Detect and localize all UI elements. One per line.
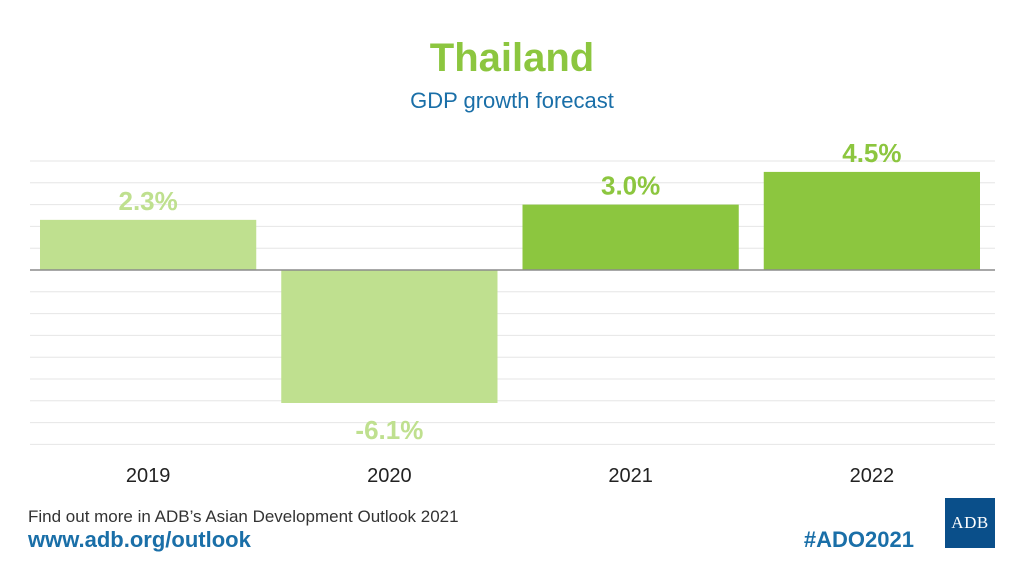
adb-logo-text: ADB	[951, 513, 989, 532]
data-label-2020: -6.1%	[355, 415, 423, 445]
bar-2021	[522, 204, 739, 270]
bar-2022	[763, 171, 980, 270]
x-tick-label-2022: 2022	[850, 465, 895, 487]
bar-2020	[281, 270, 498, 403]
data-label-2022: 4.5%	[842, 138, 901, 168]
chart-title: Thailand	[429, 36, 595, 80]
bar-2019	[40, 219, 257, 270]
x-tick-label-2019: 2019	[126, 465, 171, 487]
x-tick-label-2021: 2021	[608, 465, 653, 487]
bar-chart: 2.3% 2019 -6.1% 2020 3.0% 2021 4.5% 2022	[30, 138, 995, 487]
x-tick-label-2020: 2020	[367, 465, 412, 487]
data-label-2021: 3.0%	[601, 171, 660, 201]
chart-subtitle: GDP growth forecast	[410, 88, 614, 113]
footer-description: Find out more in ADB’s Asian Development…	[28, 507, 459, 526]
hashtag-label: #ADO2021	[803, 527, 914, 552]
data-label-2019: 2.3%	[118, 186, 177, 216]
footer-url-link[interactable]: www.adb.org/outlook	[28, 527, 251, 552]
adb-logo: ADB	[945, 498, 995, 548]
